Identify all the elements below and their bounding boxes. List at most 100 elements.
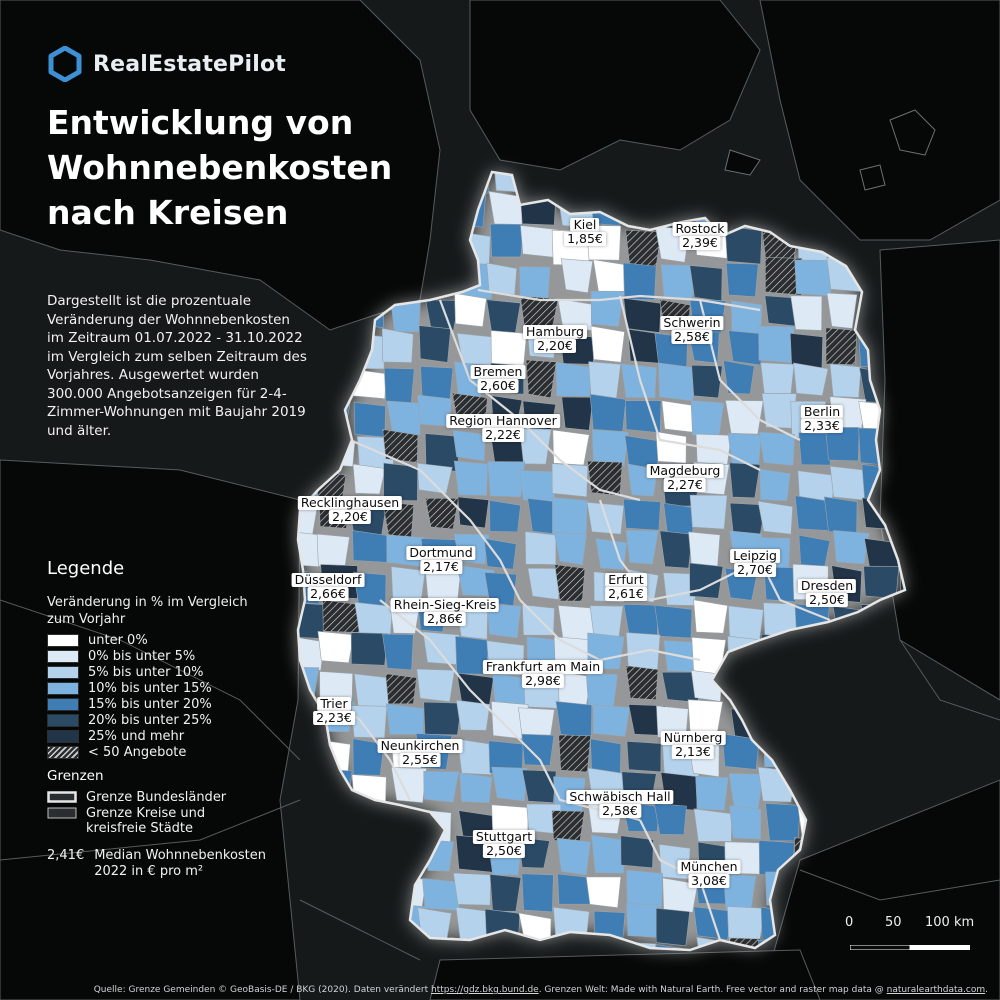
district-area — [659, 530, 693, 569]
district-area — [661, 400, 694, 433]
district-area — [724, 225, 763, 265]
district-area — [350, 705, 388, 739]
district-area — [322, 599, 361, 633]
city-value: 2,86€ — [424, 612, 466, 626]
district-area — [793, 362, 829, 396]
district-area — [658, 362, 696, 402]
district-area — [725, 400, 764, 435]
district-area — [555, 361, 592, 397]
city-value: 2,61€ — [605, 587, 647, 601]
district-area — [790, 295, 823, 331]
median-value: 2,41€ — [47, 848, 85, 863]
district-area — [757, 500, 793, 535]
city-value: 2,20€ — [329, 510, 371, 524]
district-area — [721, 733, 760, 770]
city-name: Magdeburg — [646, 464, 724, 478]
hexagon-logo-icon — [48, 46, 82, 82]
district-area — [487, 461, 526, 498]
district-area — [491, 766, 528, 802]
district-area — [317, 630, 355, 664]
district-area — [691, 364, 723, 399]
city-label: Hamburg 2,20€ — [523, 325, 587, 353]
district-area — [620, 941, 656, 950]
legend-swatch — [47, 633, 79, 647]
district-area — [382, 429, 419, 463]
district-area — [595, 538, 628, 570]
city-label: Region Hannover 2,22€ — [446, 414, 560, 442]
city-name: Dortmund — [406, 546, 476, 560]
city-name: Leipzig — [730, 549, 780, 563]
legend-median: 2,41€ Median Wohnnebenkosten 2022 in € p… — [47, 848, 274, 880]
city-label: Bremen 2,60€ — [470, 365, 526, 393]
district-area — [589, 393, 627, 432]
district-area — [383, 462, 418, 501]
legend-swatch — [47, 745, 79, 759]
city-label: Stuttgart 2,50€ — [472, 830, 536, 858]
district-area — [653, 802, 687, 836]
district-area — [693, 808, 732, 842]
district-area — [490, 330, 527, 368]
city-label: Rhein-Sieg-Kreis 2,86€ — [390, 598, 500, 626]
district-area — [423, 701, 462, 736]
city-label: Neunkirchen 2,55€ — [377, 739, 463, 767]
district-area — [386, 400, 421, 435]
city-value: 2,55€ — [399, 753, 441, 767]
district-area — [765, 257, 803, 296]
legend-label: 25% und mehr — [88, 728, 185, 744]
district-area — [483, 538, 517, 570]
city-name: Schwerin — [660, 316, 724, 330]
legend-state-border: Grenze Bundesländer — [47, 790, 256, 805]
source-text-2: . Grenzen Welt: Made with Natural Earth.… — [538, 985, 887, 995]
district-area — [829, 363, 862, 398]
district-area — [350, 632, 389, 666]
city-value: 2,58€ — [671, 330, 713, 344]
legend-item: 15% bis unter 20% — [47, 696, 212, 712]
city-name: Region Hannover — [446, 414, 560, 428]
islands — [724, 109, 936, 191]
district-area — [663, 502, 696, 536]
city-name: Kiel — [570, 218, 600, 232]
district-area — [587, 632, 625, 670]
city-name: Bremen — [470, 365, 526, 379]
legend-label: unter 0% — [88, 632, 148, 648]
source-link-naturalearth[interactable]: naturalearthdata.com — [886, 985, 986, 995]
scale-label-100: 100 km — [925, 915, 975, 930]
district-area — [316, 533, 350, 568]
district-area — [798, 534, 831, 567]
district-area — [625, 665, 659, 701]
district-area — [385, 673, 417, 705]
district-area — [457, 738, 494, 776]
district-area — [655, 907, 690, 947]
district-area — [558, 734, 591, 773]
district-area — [418, 325, 451, 363]
city-name: Frankfurt am Main — [482, 660, 604, 674]
district-area — [760, 362, 795, 394]
legend-swatch — [47, 665, 79, 679]
district-area — [555, 701, 593, 739]
legend-swatch — [47, 713, 79, 727]
district-area — [623, 262, 657, 301]
legend-label: 5% bis unter 10% — [88, 664, 204, 680]
city-value: 2,50€ — [483, 844, 525, 858]
district-area — [453, 460, 489, 496]
city-label: Schwäbisch Hall 2,58€ — [566, 790, 674, 818]
district-area — [352, 738, 385, 776]
city-value: 2,58€ — [599, 804, 641, 818]
district-area — [452, 430, 486, 462]
district-area — [689, 265, 723, 302]
district-area — [489, 873, 522, 912]
district-area — [825, 427, 860, 462]
district-area — [556, 837, 591, 876]
source-link-bkg[interactable]: https://gdz.bkg.bund.de — [430, 985, 539, 995]
legend-label: 0% bis unter 5% — [88, 648, 196, 664]
district-area — [626, 903, 659, 938]
city-name: Berlin — [800, 405, 844, 419]
city-name: Rostock — [672, 222, 728, 236]
page-title: Entwicklung von Wohnnebenkosten nach Kre… — [47, 100, 707, 235]
legend-label: 10% bis unter 15% — [88, 680, 212, 696]
district-area — [527, 567, 562, 600]
district-area — [561, 396, 594, 431]
district-area — [727, 432, 762, 467]
city-name: Trier — [317, 697, 351, 711]
